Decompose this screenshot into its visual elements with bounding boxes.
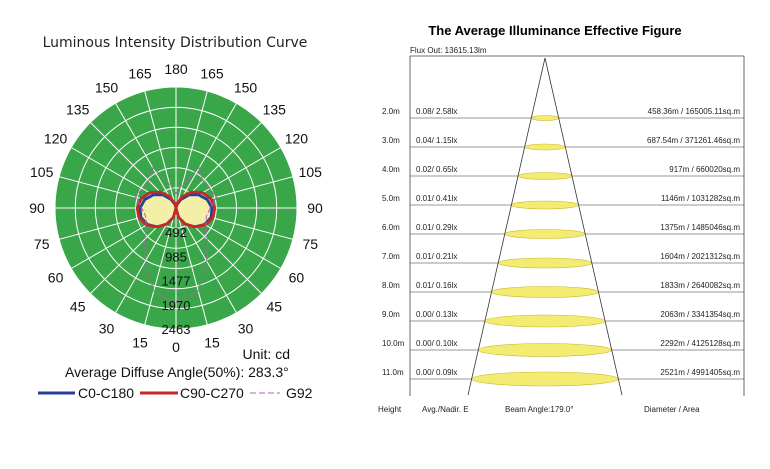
angle-label-right: 75 (303, 236, 319, 252)
angle-label-left: 150 (95, 80, 119, 96)
angle-label-right: 90 (307, 200, 323, 216)
angle-label-right: 30 (238, 320, 254, 336)
legend-label-c0-c180: C0-C180 (78, 385, 134, 401)
polar-radial-labels: 492 985 1477 1970 2463 (162, 225, 191, 337)
column-beam-angle: Beam Angle:179.0° (505, 405, 574, 414)
legend-label-c90-c270: C90-C270 (180, 385, 244, 401)
average-diffuse-angle: Average Diffuse Angle(50%): 283.3° (65, 364, 289, 380)
row-diameter-area: 1375m / 1485046sq.m (660, 223, 740, 232)
row-diameter-area: 2292m / 4125128sq.m (660, 339, 740, 348)
row-height: 8.0m (382, 281, 400, 290)
angle-label-left: 0 (172, 339, 180, 355)
row-diameter-area: 1146m / 1031282sq.m (661, 194, 740, 203)
row-illuminance: 0.00/ 0.09lx (416, 368, 457, 377)
row-height: 11.0m (382, 368, 404, 377)
row-illuminance: 0.01/ 0.41lx (416, 194, 457, 203)
polar-spoke (144, 90, 177, 209)
angle-label-left: 45 (70, 298, 86, 314)
polar-spoke (175, 102, 237, 209)
angle-label-right: 45 (267, 298, 283, 314)
angle-label-left: 90 (29, 200, 45, 216)
row-illuminance: 0.01/ 0.21lx (416, 252, 457, 261)
angle-label-right: 150 (234, 80, 258, 96)
polar-series-layer (135, 167, 217, 304)
row-illuminance: 0.02/ 0.65lx (416, 165, 457, 174)
row-diameter-area: 2063m / 3341354sq.m (660, 310, 740, 319)
row-height: 7.0m (382, 252, 400, 261)
polar-legend: C0-C180 C90-C270 G92 (38, 385, 313, 401)
series-fill (137, 192, 215, 227)
radial-tick-label: 492 (165, 225, 187, 240)
unit-label: Unit: cd (243, 346, 290, 362)
row-illuminance: 0.08/ 2.58lx (416, 107, 457, 116)
angle-label-left: 60 (48, 270, 64, 286)
angle-label-left: 15 (132, 334, 148, 350)
row-height: 4.0m (382, 165, 400, 174)
polar-spoke (115, 102, 177, 209)
radial-tick-label: 1970 (162, 298, 191, 313)
angle-label-left: 75 (34, 236, 50, 252)
column-avg-nadir: Avg./Nadir. E (422, 405, 469, 414)
beam-cone-left (467, 57, 546, 396)
beam-ellipse (477, 343, 612, 357)
polar-chart: Luminous Intensity Distribution Curve 0 1… (29, 35, 323, 401)
beam-ellipse (524, 143, 566, 151)
illuminance-figure: The Average Illuminance Effective Figure… (378, 23, 745, 414)
row-diameter-area: 458.36m / 165005.11sq.m (648, 107, 741, 116)
angle-label-left: 30 (99, 320, 115, 336)
angle-label-right: 105 (299, 164, 323, 180)
angle-label-right: 60 (289, 270, 305, 286)
row-height: 9.0m (382, 310, 400, 319)
angle-label-right: 135 (263, 102, 287, 118)
angle-label-right: 15 (204, 334, 220, 350)
angle-label-right: 165 (200, 66, 224, 82)
row-height: 5.0m (382, 194, 400, 203)
radial-tick-label: 985 (165, 249, 187, 264)
beam-ellipse (491, 286, 599, 298)
series-line-g92 (135, 167, 217, 304)
row-illuminance: 0.04/ 1.15lx (416, 136, 457, 145)
row-diameter-area: 687.54m / 371261.46sq.m (647, 136, 740, 145)
row-illuminance: 0.01/ 0.29lx (416, 223, 457, 232)
column-height: Height (378, 405, 402, 414)
row-diameter-area: 1604m / 2021312sq.m (660, 252, 740, 261)
row-height: 10.0m (382, 339, 405, 348)
beam-ellipse (511, 200, 579, 210)
beam-ellipse (517, 172, 573, 180)
angle-label-left: 135 (66, 102, 90, 118)
polar-spoke (144, 207, 177, 326)
row-illuminance: 0.00/ 0.13lx (416, 310, 457, 319)
row-height: 3.0m (382, 136, 400, 145)
row-diameter-area: 917m / 660020sq.m (669, 165, 740, 174)
angle-label-left: 180 (164, 61, 188, 77)
polar-spoke (175, 207, 208, 326)
row-illuminance: 0.00/ 0.10lx (416, 339, 457, 348)
beam-ellipse (484, 314, 606, 328)
radial-tick-label: 1477 (162, 274, 191, 289)
beam-ellipse (530, 115, 559, 121)
illuminance-title: The Average Illuminance Effective Figure (428, 23, 681, 38)
beam-ellipse (497, 257, 593, 269)
flux-out-label: Flux Out: 13615.13lm (410, 46, 487, 55)
row-illuminance: 0.01/ 0.16lx (416, 281, 457, 290)
beam-cone-right (544, 57, 623, 396)
angle-label-right: 120 (285, 131, 309, 147)
beam-ellipse (471, 371, 619, 387)
polar-angle-labels: 0 15 30 45 60 75 90 105 120 135 150 165 180 15 30 45 60 7… (29, 61, 323, 355)
column-diameter-area: Diameter / Area (644, 405, 700, 414)
row-diameter-area: 2521m / 4991405sq.m (660, 368, 740, 377)
row-height: 6.0m (382, 223, 400, 232)
polar-title: Luminous Intensity Distribution Curve (43, 35, 308, 51)
angle-label-left: 120 (44, 131, 68, 147)
illuminance-rows: 2.0m 0.08/ 2.58lx 458.36m / 165005.11sq.m 3… (382, 107, 744, 387)
radial-tick-label: 2463 (162, 322, 191, 337)
row-diameter-area: 1833m / 2640082sq.m (660, 281, 740, 290)
polar-spoke (175, 90, 208, 209)
beam-ellipse (504, 229, 586, 239)
row-height: 2.0m (382, 107, 400, 116)
angle-label-left: 105 (30, 164, 54, 180)
legend-label-g92: G92 (286, 385, 313, 401)
angle-label-left: 165 (128, 66, 152, 82)
